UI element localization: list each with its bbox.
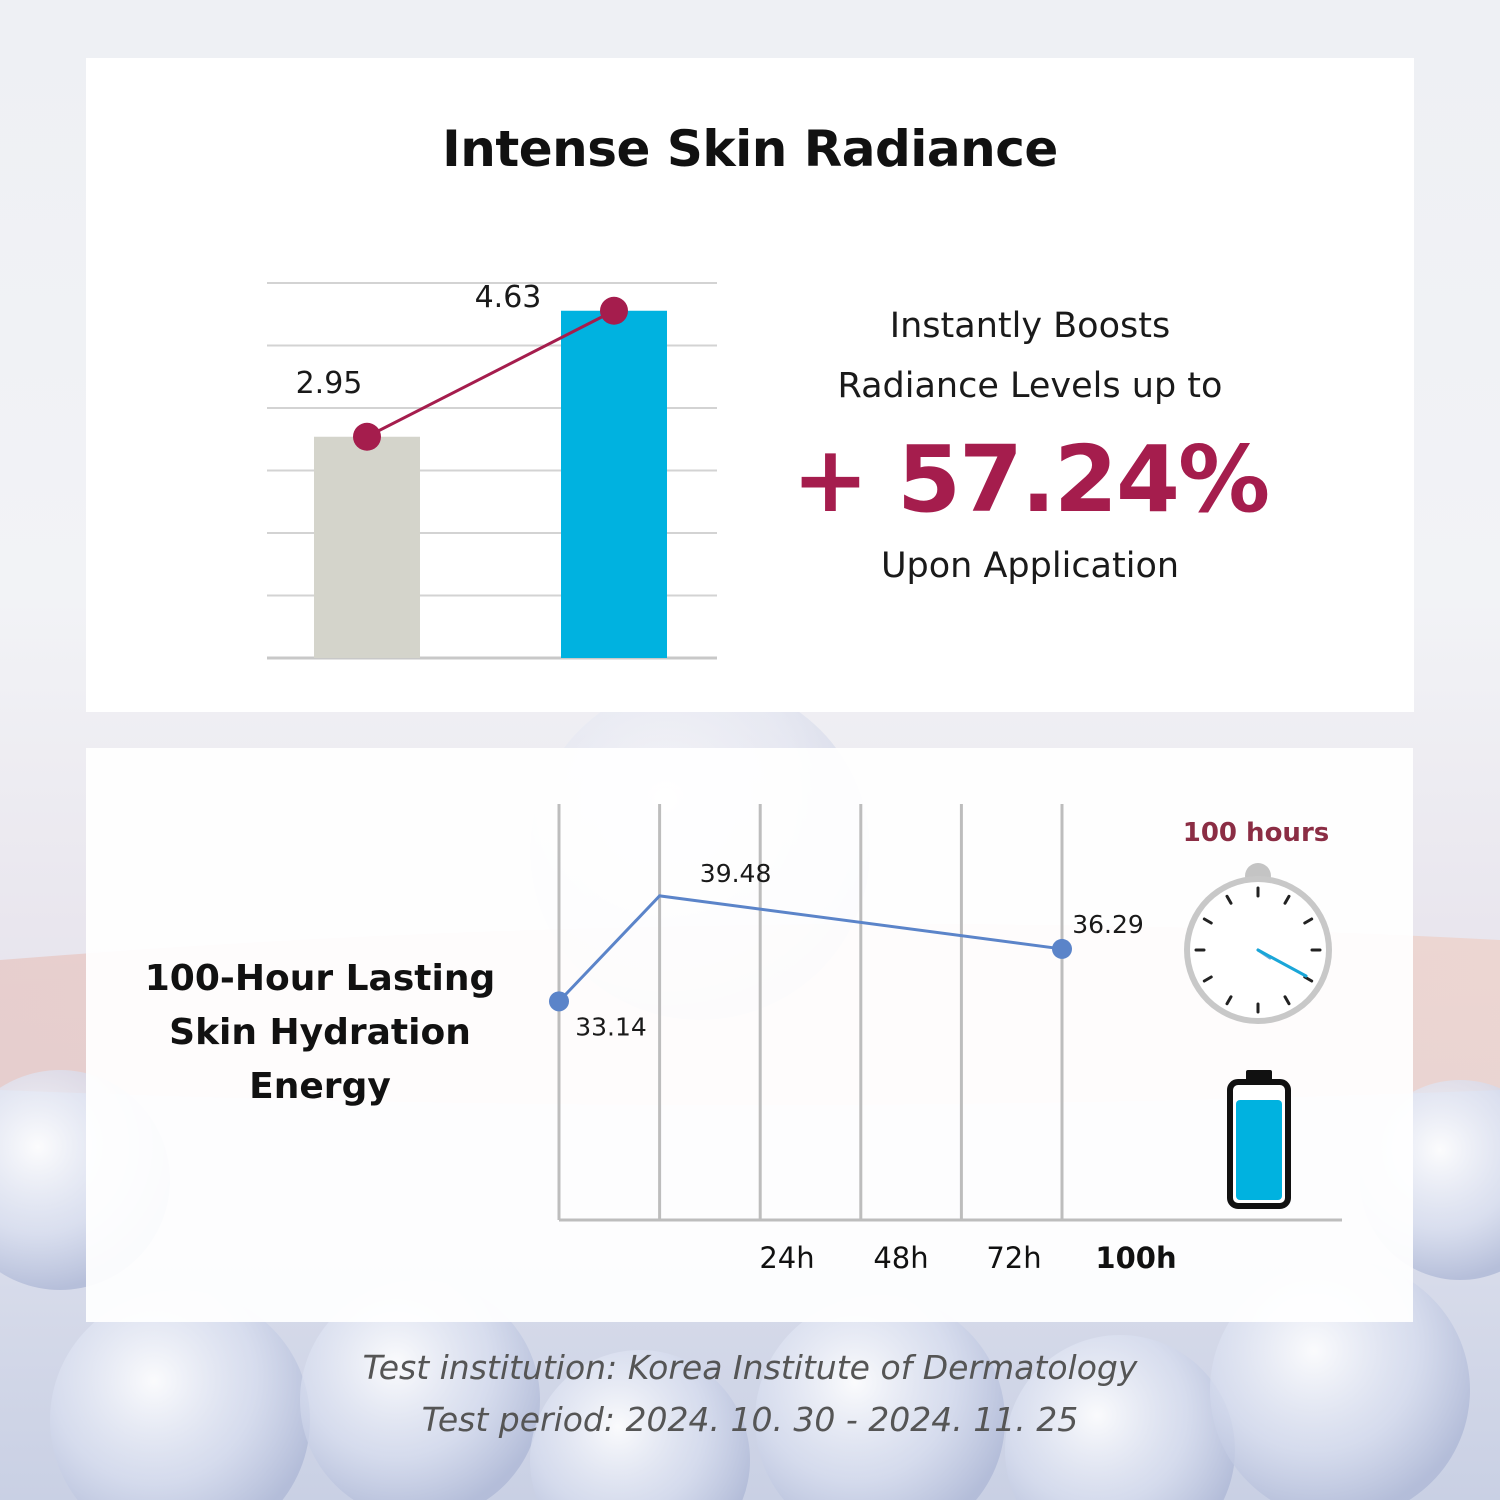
hydration-point	[549, 991, 569, 1012]
clock-tick	[1283, 995, 1291, 1006]
hydration-line	[557, 894, 1063, 1003]
hydration-title: 100-Hour Lasting Skin Hydration Energy	[120, 952, 520, 1114]
clock-tick	[1303, 917, 1314, 925]
callout-percentage: + 57.24%	[791, 426, 1270, 533]
callout-line-2: Radiance Levels up to	[837, 366, 1223, 406]
clock-tick	[1202, 917, 1213, 925]
callout-line-3: Upon Application	[880, 546, 1180, 586]
stopwatch-icon	[1184, 863, 1332, 1024]
x-tick-label: 100h	[1095, 1241, 1176, 1275]
x-tick-label: 48h	[873, 1241, 928, 1275]
bar-trend-point	[353, 422, 381, 451]
footer-institution: Test institution: Korea Institute of Der…	[362, 1348, 1138, 1387]
bar-data-label: 2.95	[296, 366, 363, 401]
callout-line-1: Instantly Boosts	[889, 306, 1171, 346]
hydration-data-label: 36.29	[1072, 910, 1144, 939]
hydration-title-line: Skin Hydration	[169, 1012, 471, 1053]
bar	[314, 436, 420, 658]
hydration-title-line: Energy	[249, 1066, 391, 1107]
hydration-title-line: 100-Hour Lasting	[144, 958, 496, 999]
bar-trend-line	[366, 309, 615, 439]
clock-tick	[1225, 894, 1233, 905]
hydration-data-label: 33.14	[575, 1012, 647, 1041]
clock-tick	[1225, 995, 1233, 1006]
hydration-data-label: 39.48	[700, 859, 772, 888]
bar	[561, 310, 667, 658]
battery-icon	[1227, 1070, 1291, 1209]
radiance-panel	[86, 58, 1414, 712]
radiance-title: Intense Skin Radiance	[442, 120, 1058, 178]
clock-tick	[1283, 894, 1291, 905]
hours-label: 100 hours	[1182, 818, 1330, 848]
x-tick-label: 72h	[986, 1241, 1041, 1275]
clock-tick	[1303, 975, 1314, 983]
hydration-panel	[86, 748, 1413, 1322]
clock-tick	[1202, 975, 1213, 983]
x-tick-label: 24h	[759, 1241, 814, 1275]
hydration-point	[1052, 938, 1072, 959]
bar-trend-point	[600, 296, 628, 325]
bar-data-label: 4.63	[475, 280, 542, 315]
footer-period: Test period: 2024. 10. 30 - 2024. 11. 25	[421, 1400, 1079, 1439]
